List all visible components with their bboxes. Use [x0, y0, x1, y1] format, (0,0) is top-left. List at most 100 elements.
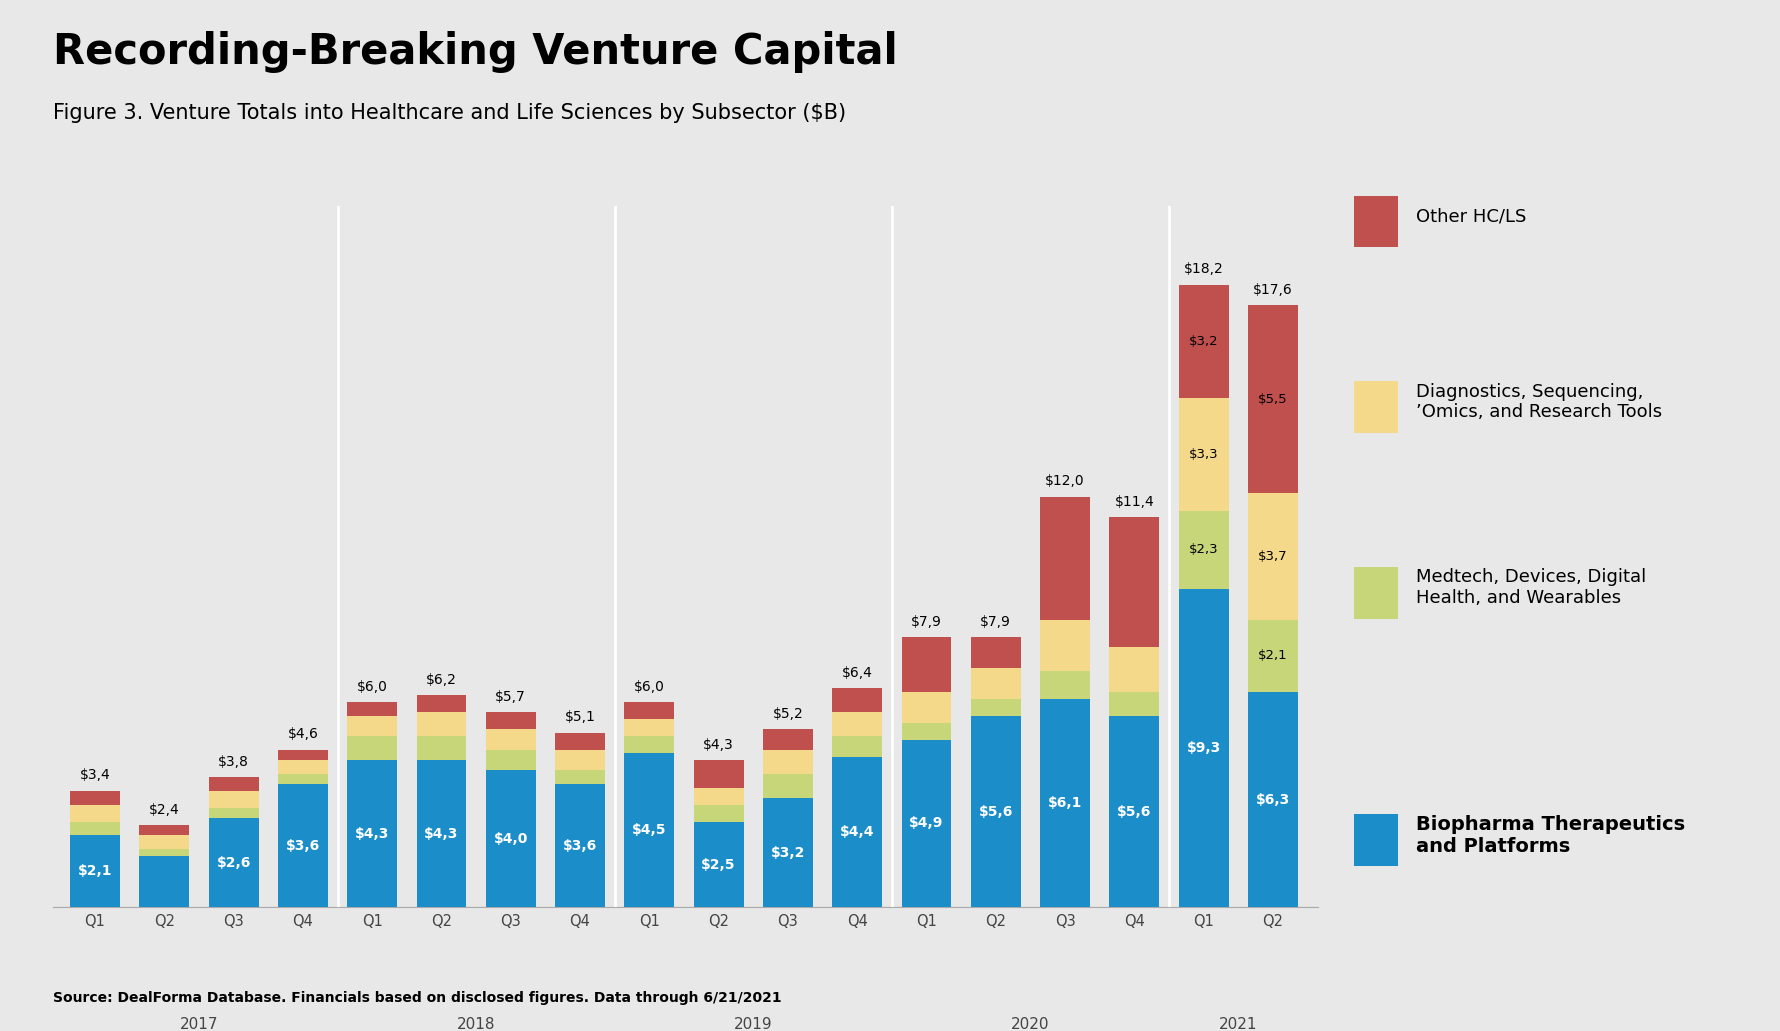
- Text: $4,9: $4,9: [910, 817, 943, 831]
- Text: $4,3: $4,3: [354, 827, 390, 840]
- Bar: [417, 695, 466, 712]
- Bar: [555, 750, 605, 770]
- Text: $4,3: $4,3: [703, 737, 733, 752]
- Bar: [208, 808, 258, 819]
- Bar: [970, 716, 1020, 907]
- Bar: [1109, 716, 1159, 907]
- Bar: [625, 702, 675, 720]
- Bar: [139, 825, 189, 835]
- Bar: [1040, 699, 1089, 907]
- Text: $7,9: $7,9: [979, 614, 1011, 629]
- Bar: [208, 791, 258, 808]
- Bar: [1248, 620, 1298, 692]
- Bar: [831, 736, 881, 757]
- Bar: [901, 692, 951, 723]
- Text: $3,6: $3,6: [285, 839, 320, 853]
- Bar: [417, 760, 466, 907]
- Text: Recording-Breaking Venture Capital: Recording-Breaking Venture Capital: [53, 31, 897, 73]
- Text: $17,6: $17,6: [1253, 282, 1292, 297]
- Text: 2021: 2021: [1218, 1017, 1257, 1031]
- Text: $3,4: $3,4: [80, 768, 110, 783]
- Text: $3,8: $3,8: [217, 755, 249, 769]
- Bar: [831, 712, 881, 736]
- Bar: [901, 739, 951, 907]
- Bar: [555, 785, 605, 907]
- Bar: [417, 736, 466, 760]
- Text: $9,3: $9,3: [1185, 741, 1219, 756]
- Bar: [762, 750, 812, 774]
- Bar: [762, 774, 812, 798]
- Bar: [208, 819, 258, 907]
- Text: $5,6: $5,6: [1116, 804, 1152, 819]
- Bar: [1109, 647, 1159, 692]
- Text: $12,0: $12,0: [1045, 474, 1084, 489]
- Text: $4,6: $4,6: [287, 728, 319, 741]
- Bar: [625, 754, 675, 907]
- Text: $6,4: $6,4: [842, 666, 872, 679]
- Bar: [901, 637, 951, 692]
- Text: 2017: 2017: [180, 1017, 219, 1031]
- Text: $3,3: $3,3: [1187, 447, 1218, 461]
- Bar: [970, 637, 1020, 668]
- Bar: [1248, 494, 1298, 620]
- Bar: [625, 720, 675, 736]
- Bar: [692, 822, 742, 907]
- Text: $5,1: $5,1: [564, 710, 595, 725]
- Text: $6,2: $6,2: [425, 672, 457, 687]
- Bar: [1178, 398, 1228, 510]
- Bar: [278, 760, 328, 774]
- Bar: [970, 699, 1020, 716]
- Text: $4,5: $4,5: [632, 824, 666, 837]
- Text: $18,2: $18,2: [1184, 262, 1223, 276]
- Bar: [1040, 671, 1089, 699]
- Text: $5,6: $5,6: [977, 804, 1013, 819]
- Text: $6,0: $6,0: [356, 679, 388, 694]
- Text: $2,6: $2,6: [217, 856, 251, 870]
- Text: 2019: 2019: [733, 1017, 773, 1031]
- Bar: [1040, 620, 1089, 671]
- Text: $5,2: $5,2: [773, 707, 803, 721]
- Text: $4,3: $4,3: [424, 827, 459, 840]
- Text: $3,2: $3,2: [1187, 335, 1218, 347]
- Bar: [901, 723, 951, 739]
- Bar: [347, 760, 397, 907]
- Text: $4,4: $4,4: [840, 825, 874, 839]
- Text: Other HC/LS: Other HC/LS: [1415, 207, 1525, 226]
- Text: $5,5: $5,5: [1257, 393, 1287, 406]
- Text: Diagnostics, Sequencing,
’Omics, and Research Tools: Diagnostics, Sequencing, ’Omics, and Res…: [1415, 383, 1661, 422]
- Bar: [1178, 590, 1228, 907]
- Bar: [486, 770, 536, 907]
- Bar: [139, 850, 189, 856]
- Bar: [692, 804, 742, 822]
- Text: 2020: 2020: [1011, 1017, 1048, 1031]
- Bar: [486, 730, 536, 750]
- Text: $2,3: $2,3: [1187, 543, 1218, 557]
- Text: Source: DealForma Database. Financials based on disclosed figures. Data through : Source: DealForma Database. Financials b…: [53, 991, 781, 1005]
- Bar: [1109, 518, 1159, 647]
- Text: $6,3: $6,3: [1255, 793, 1289, 806]
- Text: $6,0: $6,0: [634, 679, 664, 694]
- Text: $5,7: $5,7: [495, 690, 525, 704]
- Bar: [762, 730, 812, 750]
- Bar: [831, 689, 881, 712]
- Bar: [347, 736, 397, 760]
- Bar: [762, 798, 812, 907]
- Bar: [139, 835, 189, 850]
- Text: $3,7: $3,7: [1257, 551, 1287, 563]
- Bar: [69, 791, 119, 804]
- Bar: [69, 822, 119, 835]
- Bar: [347, 716, 397, 736]
- Bar: [625, 736, 675, 754]
- Bar: [417, 712, 466, 736]
- Bar: [208, 777, 258, 791]
- Bar: [278, 750, 328, 760]
- Bar: [486, 712, 536, 730]
- Bar: [347, 702, 397, 716]
- Text: $2,5: $2,5: [701, 858, 735, 871]
- Bar: [970, 668, 1020, 699]
- Bar: [1248, 692, 1298, 907]
- Text: $2,1: $2,1: [78, 864, 112, 878]
- Bar: [69, 804, 119, 822]
- Bar: [1109, 692, 1159, 716]
- Text: Biopharma Therapeutics
and Platforms: Biopharma Therapeutics and Platforms: [1415, 814, 1684, 856]
